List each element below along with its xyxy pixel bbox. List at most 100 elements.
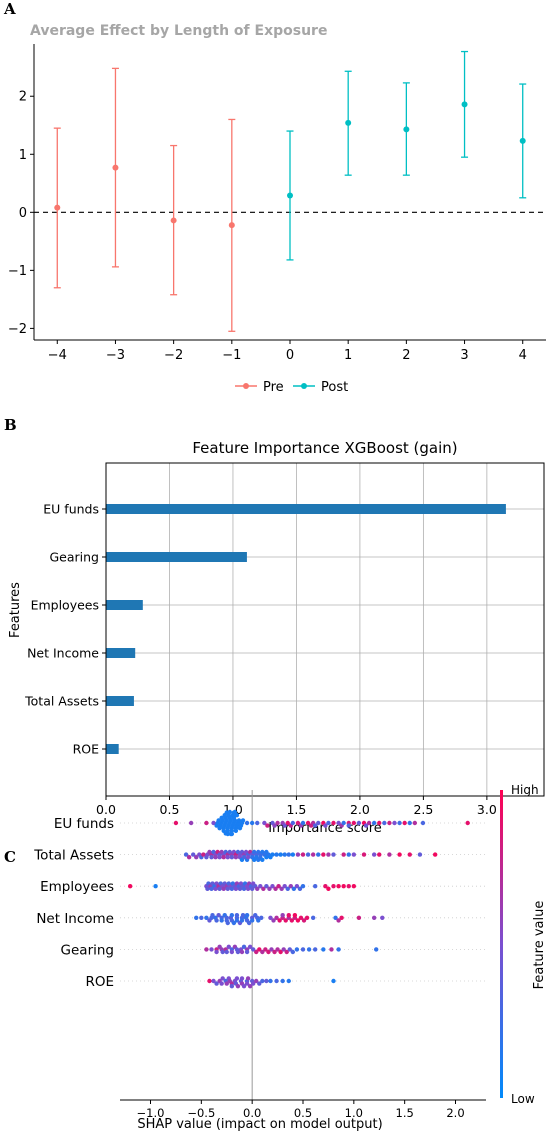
shap-point [300, 852, 306, 857]
shap-point [204, 915, 209, 920]
shap-point [257, 981, 262, 986]
shap-point [220, 949, 225, 955]
shap-point [220, 818, 225, 823]
panel-c-plot: −1.0 −0.5 0.0 0.5 1.0 1.5 2.0 EU funds Total Ass… [33, 790, 486, 1120]
shap-point [285, 820, 290, 826]
shap-point [331, 884, 336, 889]
panel-a-y-tick-label: −2 [8, 322, 27, 337]
shap-point [280, 913, 285, 918]
shap-point [286, 913, 291, 918]
colorbar-title: Feature value [532, 901, 547, 990]
shap-point [254, 978, 259, 984]
legend-pre-label: Pre [263, 380, 284, 395]
shap-point [260, 978, 265, 984]
shap-point [183, 852, 189, 857]
shap-point [286, 852, 291, 857]
shap-point [283, 918, 288, 923]
shap-point [326, 820, 331, 826]
shap-point [316, 852, 321, 857]
panel-c-x-tick-label: −1.0 [137, 1106, 165, 1120]
shap-point [259, 915, 264, 920]
colorbar-gradient [500, 790, 503, 1098]
shap-point [225, 855, 230, 860]
shap-point [323, 823, 328, 828]
shap-point [217, 886, 222, 891]
shap-point [290, 949, 296, 955]
panel-a-x-tick-label: −2 [164, 348, 183, 363]
shap-point [417, 852, 423, 857]
panel-b-plot: EU funds Gearing Employees Net Income Total … [24, 462, 545, 817]
shap-point [267, 886, 272, 891]
shap-point [310, 852, 316, 857]
shap-point [339, 915, 344, 920]
colorbar-low-label: Low [511, 1092, 535, 1106]
shap-point [217, 855, 222, 860]
shap-point [300, 820, 306, 826]
shap-point [412, 820, 418, 826]
shap-point [351, 884, 357, 889]
legend-pre-swatch-dot [243, 383, 249, 389]
shap-point [351, 820, 357, 826]
shap-point [229, 984, 235, 989]
shap-point [247, 984, 253, 989]
shap-point [407, 852, 412, 857]
shap-point [213, 855, 218, 860]
panel-b: B Feature Importance XGBoost (gain) Feat… [4, 416, 545, 836]
shap-point [377, 852, 382, 857]
shap-point [188, 820, 194, 826]
importance-bar [106, 696, 134, 706]
shap-point [264, 978, 269, 984]
shap-point [229, 828, 235, 833]
panel-b-x-tick-label: 0.5 [160, 802, 180, 817]
panel-b-category-label: EU funds [43, 502, 99, 517]
shap-point [346, 823, 351, 828]
shap-point [346, 884, 351, 889]
shap-point [225, 828, 230, 833]
shap-point [286, 978, 291, 984]
shap-point [301, 918, 307, 923]
shap-point [228, 818, 234, 823]
shap-point [304, 915, 310, 920]
shap-point [254, 949, 259, 955]
panel-b-title: Feature Importance XGBoost (gain) [192, 439, 457, 457]
shap-point [277, 918, 282, 923]
shap-point [300, 884, 306, 889]
shap-point [194, 855, 199, 860]
shap-point [264, 884, 269, 889]
shap-point [209, 947, 214, 952]
shap-point [225, 886, 230, 891]
shap-point [204, 820, 209, 826]
shap-point [407, 820, 412, 826]
estimate-point-post [287, 192, 293, 199]
shap-point [316, 820, 321, 826]
shap-point [326, 886, 331, 891]
shap-point [292, 913, 298, 918]
shap-point [258, 884, 263, 889]
panel-a-x-tick-label: −3 [106, 348, 125, 363]
shap-point [244, 913, 250, 918]
shap-point [341, 884, 346, 889]
shap-point [214, 949, 219, 955]
shap-point [220, 976, 225, 981]
estimate-point-post [345, 119, 352, 126]
panel-b-x-tick-label: 2.5 [413, 802, 433, 817]
shap-point [374, 947, 379, 952]
shap-point [233, 855, 239, 860]
shap-point [234, 918, 240, 923]
shap-point [295, 852, 301, 857]
panel-a-title: Average Effect by Length of Exposure [30, 23, 327, 39]
shap-point [336, 820, 341, 826]
shap-point [371, 915, 377, 920]
shap-point [356, 915, 362, 920]
shap-point [239, 976, 245, 981]
shap-point [219, 981, 224, 986]
shap-point [201, 852, 206, 857]
shap-point [234, 813, 240, 818]
panel-b-x-tick-label: 0.0 [96, 802, 116, 817]
panel-b-category-label: Employees [31, 598, 99, 613]
colorbar-high-label: High [511, 783, 539, 797]
shap-point [204, 947, 209, 952]
shap-point [224, 818, 229, 823]
shap-point [234, 913, 240, 918]
shap-point [274, 915, 279, 920]
